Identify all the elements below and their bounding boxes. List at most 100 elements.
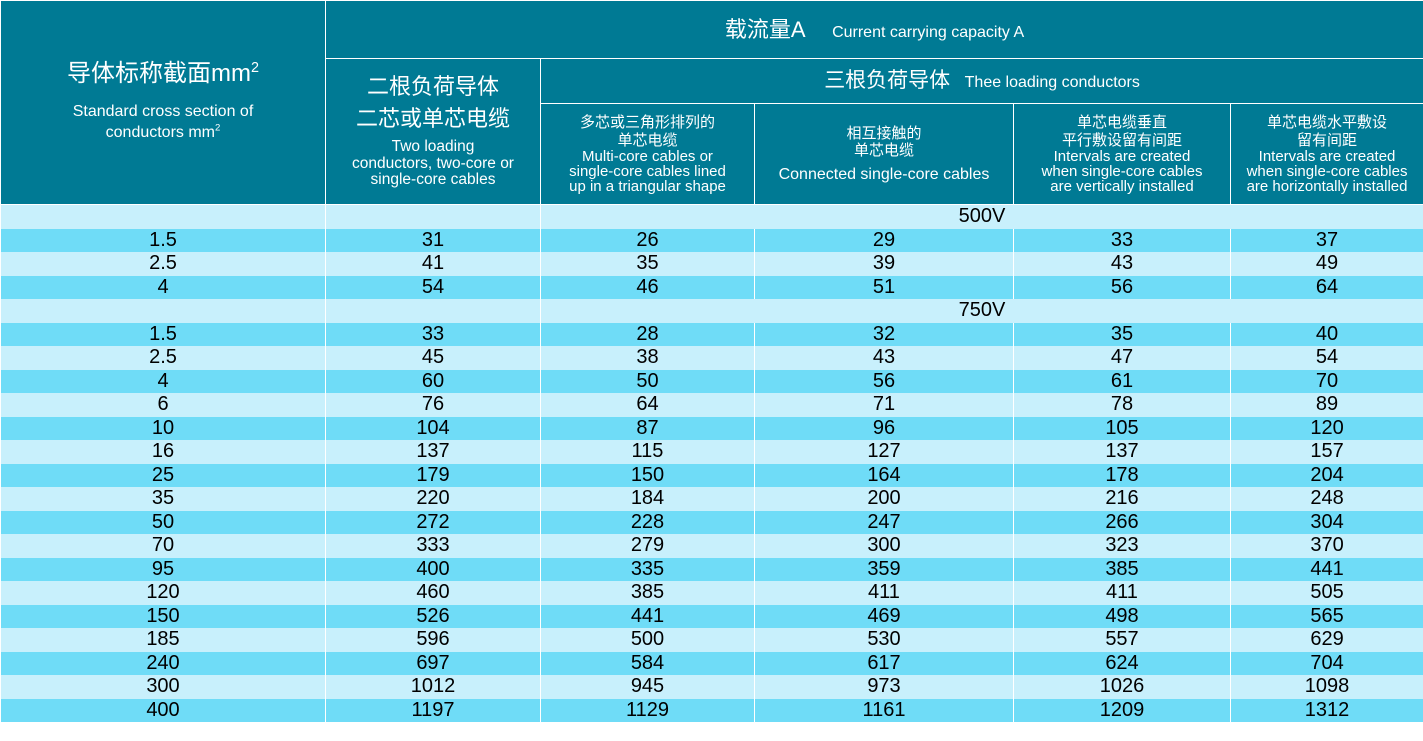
cross-section-cell: 2.5 [0, 252, 326, 276]
table-row: 25 179 150 164 178 204 [0, 463, 1423, 487]
cross-section-cell: 4 [0, 369, 326, 393]
cross-section-cell: 2.5 [0, 346, 326, 370]
capacity-cell: 32 [754, 322, 1014, 346]
capacity-cell: 697 [325, 651, 541, 675]
cross-section-cell: 50 [0, 510, 326, 534]
capacity-cell: 35 [540, 252, 755, 276]
capacity-cell: 105 [1013, 416, 1231, 440]
two-header-en-line1: Two loading [391, 138, 475, 156]
capacity-cell: 179 [325, 463, 541, 487]
capacity-cell: 973 [754, 675, 1014, 699]
table-row: 10 104 87 96 105 120 [0, 416, 1423, 440]
capacity-cell: 370 [1229, 534, 1423, 558]
capacity-cell: 469 [754, 604, 1014, 628]
capacity-cell: 37 [1229, 228, 1423, 252]
capacity-cell: 247 [754, 510, 1014, 534]
voltage-row-blank [325, 204, 541, 229]
capacity-cell: 704 [1229, 651, 1423, 675]
table-row: 16 137 115 127 137 157 [0, 440, 1423, 464]
capacity-cell: 200 [754, 487, 1014, 511]
cross-section-cell: 1.5 [0, 228, 326, 252]
capacity-cell: 178 [1013, 463, 1231, 487]
sub-header-en-line3: are horizontally installed [1246, 177, 1408, 195]
three-header-en: Thee loading conductors [964, 73, 1140, 91]
sub-header-vertical: 单芯电缆垂直 平行敷设留有间距 Intervals are created wh… [1013, 103, 1231, 205]
capacity-cell: 411 [754, 581, 1014, 605]
three-conductors-header: 三根负荷导体 Thee loading conductors [539, 58, 1423, 104]
capacity-cell: 333 [325, 534, 541, 558]
voltage-row: 500V [0, 204, 1423, 229]
capacity-cell: 184 [540, 487, 755, 511]
table-row: 35 220 184 200 216 248 [0, 487, 1423, 511]
capacity-cell: 565 [1229, 604, 1423, 628]
capacity-cell: 120 [1229, 416, 1423, 440]
voltage-label: 750V [539, 299, 1423, 323]
sub-header-zh-line1: 单芯电缆垂直 [1076, 114, 1167, 132]
capacity-cell: 137 [1013, 440, 1231, 464]
capacity-cell: 33 [1013, 228, 1231, 252]
sub-header-en-line1: Intervals are created [1258, 147, 1396, 165]
capacity-cell: 629 [1229, 628, 1423, 652]
table-row: 240 697 584 617 624 704 [0, 651, 1423, 675]
capacity-cell: 385 [540, 581, 755, 605]
capacity-cell: 400 [325, 557, 541, 581]
cross-section-cell: 16 [0, 440, 326, 464]
sub-header-zh-line2: 平行敷设留有间距 [1061, 131, 1182, 149]
capacity-cell: 272 [325, 510, 541, 534]
capacity-cell: 945 [540, 675, 755, 699]
two-header-en-line3: single-core cables [370, 170, 496, 188]
capacity-cell: 64 [1229, 275, 1423, 299]
cross-section-cell: 6 [0, 393, 326, 417]
table-row: 300 1012 945 973 1026 1098 [0, 675, 1423, 699]
capacity-cell: 279 [540, 534, 755, 558]
capacity-cell: 104 [325, 416, 541, 440]
voltage-label: 500V [539, 204, 1423, 229]
capacity-cell: 1129 [540, 698, 755, 722]
capacity-cell: 47 [1013, 346, 1231, 370]
capacity-cell: 137 [325, 440, 541, 464]
capacity-cell: 115 [540, 440, 755, 464]
capacity-cell: 43 [754, 346, 1014, 370]
capacity-cell: 1026 [1013, 675, 1231, 699]
capacity-cell: 150 [540, 463, 755, 487]
capacity-cell: 385 [1013, 557, 1231, 581]
sub-header-zh-line2: 单芯电缆 [853, 142, 914, 159]
capacity-cell: 157 [1229, 440, 1423, 464]
capacity-cell: 323 [1013, 534, 1231, 558]
table-header: 导体标称截面mm2 Standard cross section of cond… [0, 0, 1423, 205]
table-row: 400 1197 1129 1161 1209 1312 [0, 698, 1423, 722]
capacity-cell: 40 [1229, 322, 1423, 346]
capacity-cell: 216 [1013, 487, 1231, 511]
capacity-cell: 584 [540, 651, 755, 675]
sub-header-zh-line1: 相互接触的 [846, 124, 922, 142]
capacity-cell: 127 [754, 440, 1014, 464]
capacity-cell: 45 [325, 346, 541, 370]
sub-header-zh-line2: 留有间距 [1297, 131, 1358, 149]
voltage-row-blank [325, 299, 541, 323]
sub-header-zh-line1: 单芯电缆水平敷设 [1267, 114, 1388, 132]
cross-section-cell: 185 [0, 628, 326, 652]
capacity-cell: 56 [754, 369, 1014, 393]
sub-header-en-line2: when single-core cables [1041, 162, 1203, 180]
cross-section-cell: 35 [0, 487, 326, 511]
capacity-header-en: Current carrying capacity A [832, 23, 1025, 41]
capacity-cell: 1209 [1013, 698, 1231, 722]
capacity-cell: 617 [754, 651, 1014, 675]
current-capacity-table: 导体标称截面mm2 Standard cross section of cond… [0, 0, 1423, 722]
cross-section-cell: 25 [0, 463, 326, 487]
sub-header-horizontal: 单芯电缆水平敷设 留有间距 Intervals are created when… [1229, 103, 1423, 205]
cross-section-cell: 240 [0, 651, 326, 675]
capacity-cell: 335 [540, 557, 755, 581]
sub-header-en-line1: Connected single-core cables [778, 166, 990, 184]
capacity-cell: 441 [1229, 557, 1423, 581]
capacity-cell: 1197 [325, 698, 541, 722]
two-header-en-line2: conductors, two-core or [352, 154, 514, 172]
capacity-cell: 35 [1013, 322, 1231, 346]
voltage-row: 750V [0, 299, 1423, 323]
capacity-cell: 54 [325, 275, 541, 299]
capacity-cell: 1098 [1229, 675, 1423, 699]
capacity-cell: 43 [1013, 252, 1231, 276]
capacity-cell: 624 [1013, 651, 1231, 675]
capacity-cell: 26 [540, 228, 755, 252]
capacity-cell: 1012 [325, 675, 541, 699]
